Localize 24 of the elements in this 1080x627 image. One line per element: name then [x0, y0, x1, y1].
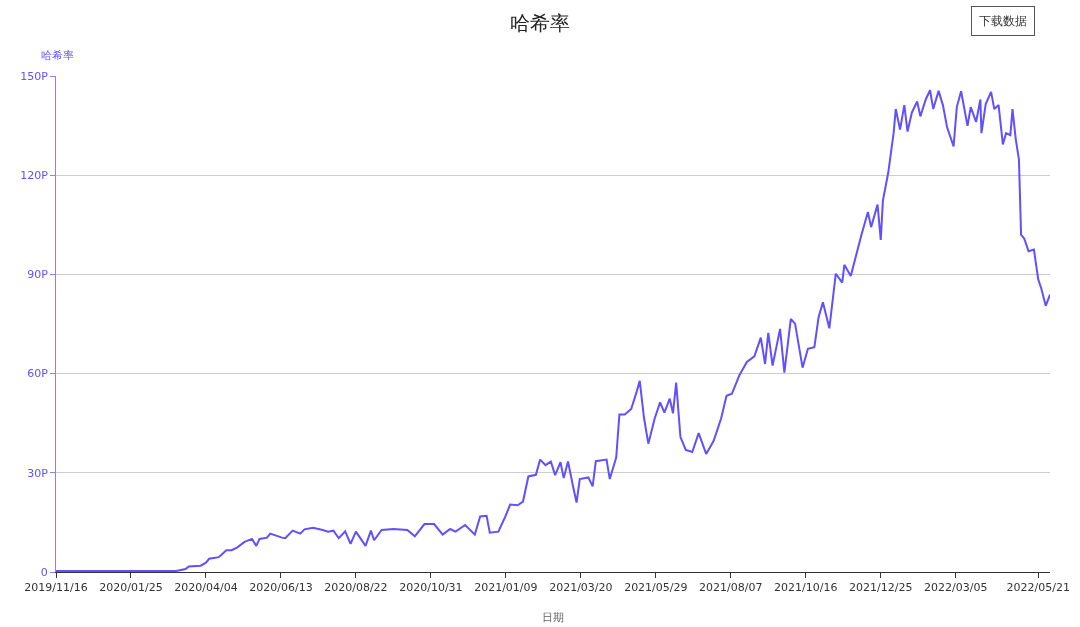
x-axis-title: 日期: [542, 611, 564, 624]
x-tick-label: 2020/01/25: [99, 581, 163, 595]
x-tick-label: 2022/03/05: [924, 581, 988, 595]
y-tick-label: 90P: [27, 268, 49, 282]
y-tick-label: 120P: [20, 169, 49, 183]
x-tick-label: 2021/12/25: [849, 581, 913, 595]
y-tick-label: 30P: [27, 466, 49, 480]
x-tick-label: 2021/05/29: [624, 581, 688, 595]
chart-title: 哈希率: [510, 11, 570, 36]
x-tick-label: 2022/05/21: [1006, 581, 1070, 595]
x-tick-label: 2020/04/04: [174, 581, 238, 595]
y-axis-title: 哈希率: [41, 49, 74, 62]
x-tick-label: 2021/03/20: [549, 581, 613, 595]
x-tick-label: 2021/08/07: [699, 581, 763, 595]
x-tick-label: 2020/06/13: [249, 581, 313, 595]
y-tick-label: 0: [40, 565, 48, 579]
x-tick-label: 2021/01/09: [474, 581, 538, 595]
y-tick-label: 60P: [27, 367, 49, 381]
text: 下载数据: [979, 14, 1027, 28]
x-tick-label: 2019/11/16: [24, 581, 88, 595]
x-tick-label: 2021/10/16: [774, 581, 838, 595]
x-tick-label: 2020/08/22: [324, 581, 388, 595]
x-tick-label: 2020/10/31: [399, 581, 463, 595]
y-tick-label: 150P: [20, 69, 49, 83]
